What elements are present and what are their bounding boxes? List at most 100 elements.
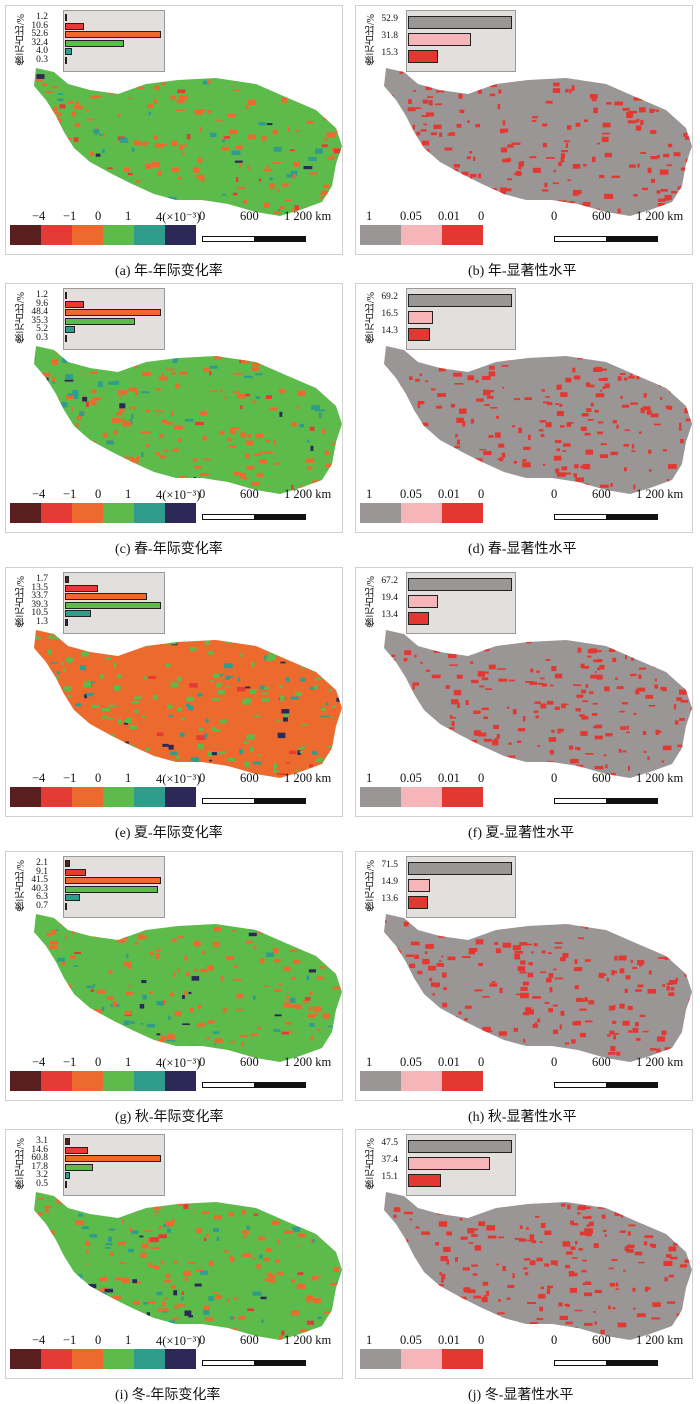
map-pixel-cluster xyxy=(286,995,289,997)
histogram-value-label: 71.5 xyxy=(366,861,398,871)
map-pixel-cluster xyxy=(200,412,207,415)
map-pixel-cluster xyxy=(520,993,529,998)
map-pixel-cluster xyxy=(108,718,114,720)
map-pixel-cluster xyxy=(411,147,417,151)
map-pixel-cluster xyxy=(514,954,520,959)
legend-tick-label: −1 xyxy=(63,209,76,224)
map-pixel-cluster xyxy=(534,711,539,713)
map-pixel-cluster xyxy=(159,1225,162,1229)
map-pixel-cluster xyxy=(340,740,344,743)
map-pixel-cluster xyxy=(244,376,253,378)
map-pixel-cluster xyxy=(588,656,592,658)
map-pixel-cluster xyxy=(317,977,324,980)
map-pixel-cluster xyxy=(56,1198,62,1203)
map-pixel-cluster xyxy=(336,468,338,470)
map-pixel-cluster xyxy=(605,765,607,769)
map-pixel-cluster xyxy=(255,434,263,438)
map-pixel-cluster xyxy=(114,217,122,220)
map-pixel-cluster xyxy=(86,1249,88,1254)
map-pixel-cluster xyxy=(668,144,672,147)
map-pixel-cluster xyxy=(146,1319,152,1322)
legend-tick-label: 1 xyxy=(366,771,372,786)
legend-tick-label: 1 xyxy=(125,1055,131,1070)
map-pixel-cluster xyxy=(636,119,639,122)
map-pixel-cluster xyxy=(451,1319,458,1323)
map-pixel-cluster xyxy=(284,643,290,648)
map-pixel-cluster xyxy=(301,724,308,726)
map-pixel-cluster xyxy=(119,403,125,408)
map-pixel-cluster xyxy=(550,987,553,992)
map-pixel-cluster xyxy=(141,1243,148,1248)
map-pixel-cluster xyxy=(266,395,272,399)
map-pixel-cluster xyxy=(383,920,386,923)
map-pixel-cluster xyxy=(90,178,96,182)
map-pixel-cluster xyxy=(464,79,467,84)
map-pixel-cluster xyxy=(384,944,386,949)
map-pixel-cluster xyxy=(57,398,60,403)
map-pixel-cluster xyxy=(604,194,613,199)
map-pixel-cluster xyxy=(230,430,235,434)
map-pixel-cluster xyxy=(547,701,554,705)
map-pixel-cluster xyxy=(555,674,562,679)
map-pixel-cluster xyxy=(37,101,40,106)
map-pixel-cluster xyxy=(558,729,564,732)
map-pixel-cluster xyxy=(678,670,686,673)
legend-swatch xyxy=(72,1071,103,1091)
map-pixel-cluster xyxy=(101,923,105,927)
map-pixel-cluster xyxy=(561,704,565,709)
map-pixel-cluster xyxy=(65,937,68,939)
map-pixel-cluster xyxy=(555,440,562,443)
map-pixel-cluster xyxy=(106,778,113,782)
legend-swatch xyxy=(134,225,165,245)
map-pixel-cluster xyxy=(230,1257,235,1262)
histogram-bar xyxy=(65,602,161,609)
map-pixel-cluster xyxy=(262,361,271,365)
histogram-bar xyxy=(65,301,84,308)
map-pixel-cluster xyxy=(448,133,456,136)
legend-swatch xyxy=(442,787,483,807)
map-pixel-cluster xyxy=(528,973,534,978)
map-pixel-cluster xyxy=(94,1327,97,1331)
map-pixel-cluster xyxy=(573,70,575,74)
map-pixel-cluster xyxy=(616,1282,618,1286)
legend-tick-label: 1 xyxy=(366,1055,372,1070)
map-pixel-cluster xyxy=(139,490,146,492)
map-pixel-cluster xyxy=(70,1312,75,1314)
map-pixel-cluster xyxy=(649,970,652,974)
legend-swatch xyxy=(72,1349,103,1369)
map-pixel-cluster xyxy=(489,371,496,376)
map-pixel-cluster xyxy=(501,148,507,153)
map-pixel-cluster xyxy=(518,728,525,731)
map-pixel-cluster xyxy=(77,1002,83,1006)
map-pixel-cluster xyxy=(395,690,397,693)
map-pixel-cluster xyxy=(149,755,156,758)
map-pixel-cluster xyxy=(567,1304,570,1307)
legend-tick-label: 0 xyxy=(95,771,101,786)
map-pixel-cluster xyxy=(554,947,562,949)
map-pixel-cluster xyxy=(331,189,340,194)
map-pixel-cluster xyxy=(337,686,340,688)
map-pixel-cluster xyxy=(581,690,586,694)
map-pixel-cluster xyxy=(637,1313,646,1317)
map-pixel-cluster xyxy=(338,467,344,469)
histogram-value-label: 31.8 xyxy=(366,32,398,42)
map-pixel-cluster xyxy=(572,85,575,91)
map-pixel-cluster xyxy=(330,667,337,670)
map-pixel-cluster xyxy=(130,1227,132,1231)
map-pixel-cluster xyxy=(103,1059,108,1062)
map-pixel-cluster xyxy=(467,156,471,159)
map-pixel-cluster xyxy=(198,158,203,163)
map-pixel-cluster xyxy=(212,72,217,74)
map-pixel-cluster xyxy=(167,1034,175,1039)
map-pixel-cluster xyxy=(478,1221,485,1226)
map-pixel-cluster xyxy=(285,199,292,201)
map-pixel-cluster xyxy=(557,385,562,390)
map-pixel-cluster xyxy=(246,440,253,445)
map-pixel-cluster xyxy=(179,476,186,481)
map-pixel-cluster xyxy=(336,936,342,938)
map-pixel-cluster xyxy=(535,487,538,489)
map-pixel-cluster xyxy=(257,930,265,933)
map-pixel-cluster xyxy=(194,969,198,972)
map-pixel-cluster xyxy=(656,1049,660,1053)
map-pixel-cluster xyxy=(547,1286,553,1289)
